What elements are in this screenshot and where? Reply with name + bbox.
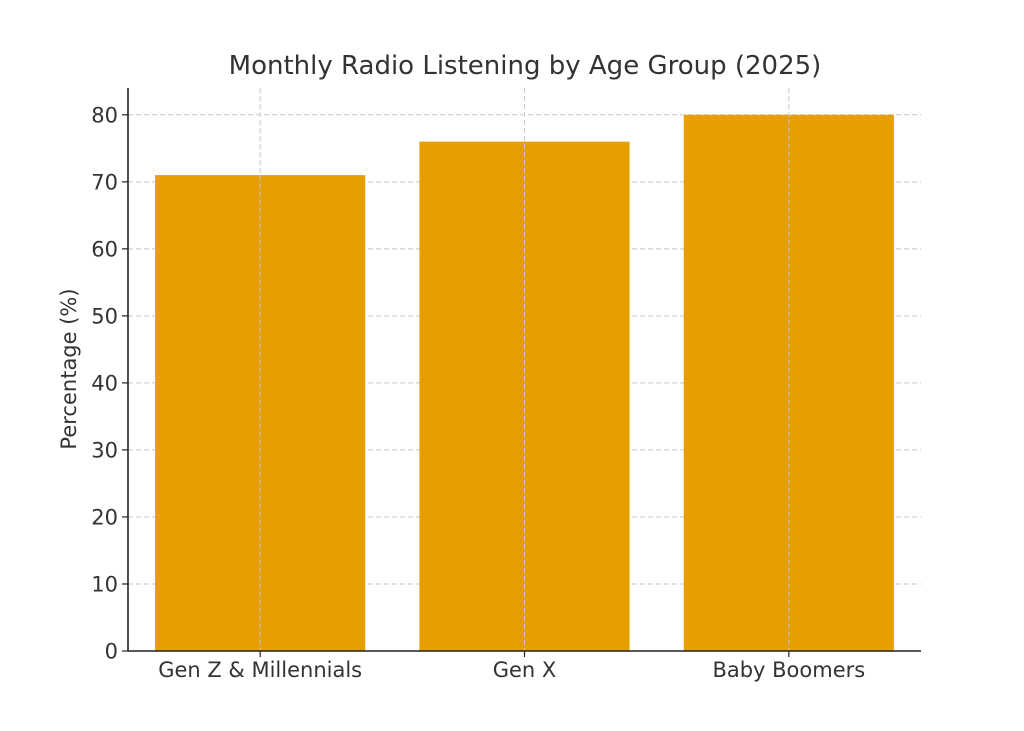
x-tick-label: Gen Z & Millennials — [158, 658, 362, 682]
x-ticks: Gen Z & Millennials Gen X Baby Boomers — [158, 651, 865, 682]
y-tick-label: 40 — [91, 371, 118, 395]
x-tick-label: Gen X — [493, 658, 557, 682]
y-axis-label: Percentage (%) — [57, 288, 81, 449]
y-tick-label: 50 — [91, 304, 118, 328]
y-tick-label: 20 — [91, 505, 118, 529]
y-tick-label: 60 — [91, 237, 118, 261]
x-tick-label: Baby Boomers — [712, 658, 865, 682]
y-tick-label: 80 — [91, 103, 118, 127]
y-tick-label: 70 — [91, 170, 118, 194]
y-tick-label: 0 — [105, 640, 118, 664]
chart-title: Monthly Radio Listening by Age Group (20… — [229, 51, 822, 81]
y-ticks: 0 10 20 30 40 50 60 70 80 — [91, 103, 128, 664]
y-tick-label: 10 — [91, 572, 118, 596]
y-tick-label: 30 — [91, 438, 118, 462]
x-grid-lines — [259, 88, 790, 651]
